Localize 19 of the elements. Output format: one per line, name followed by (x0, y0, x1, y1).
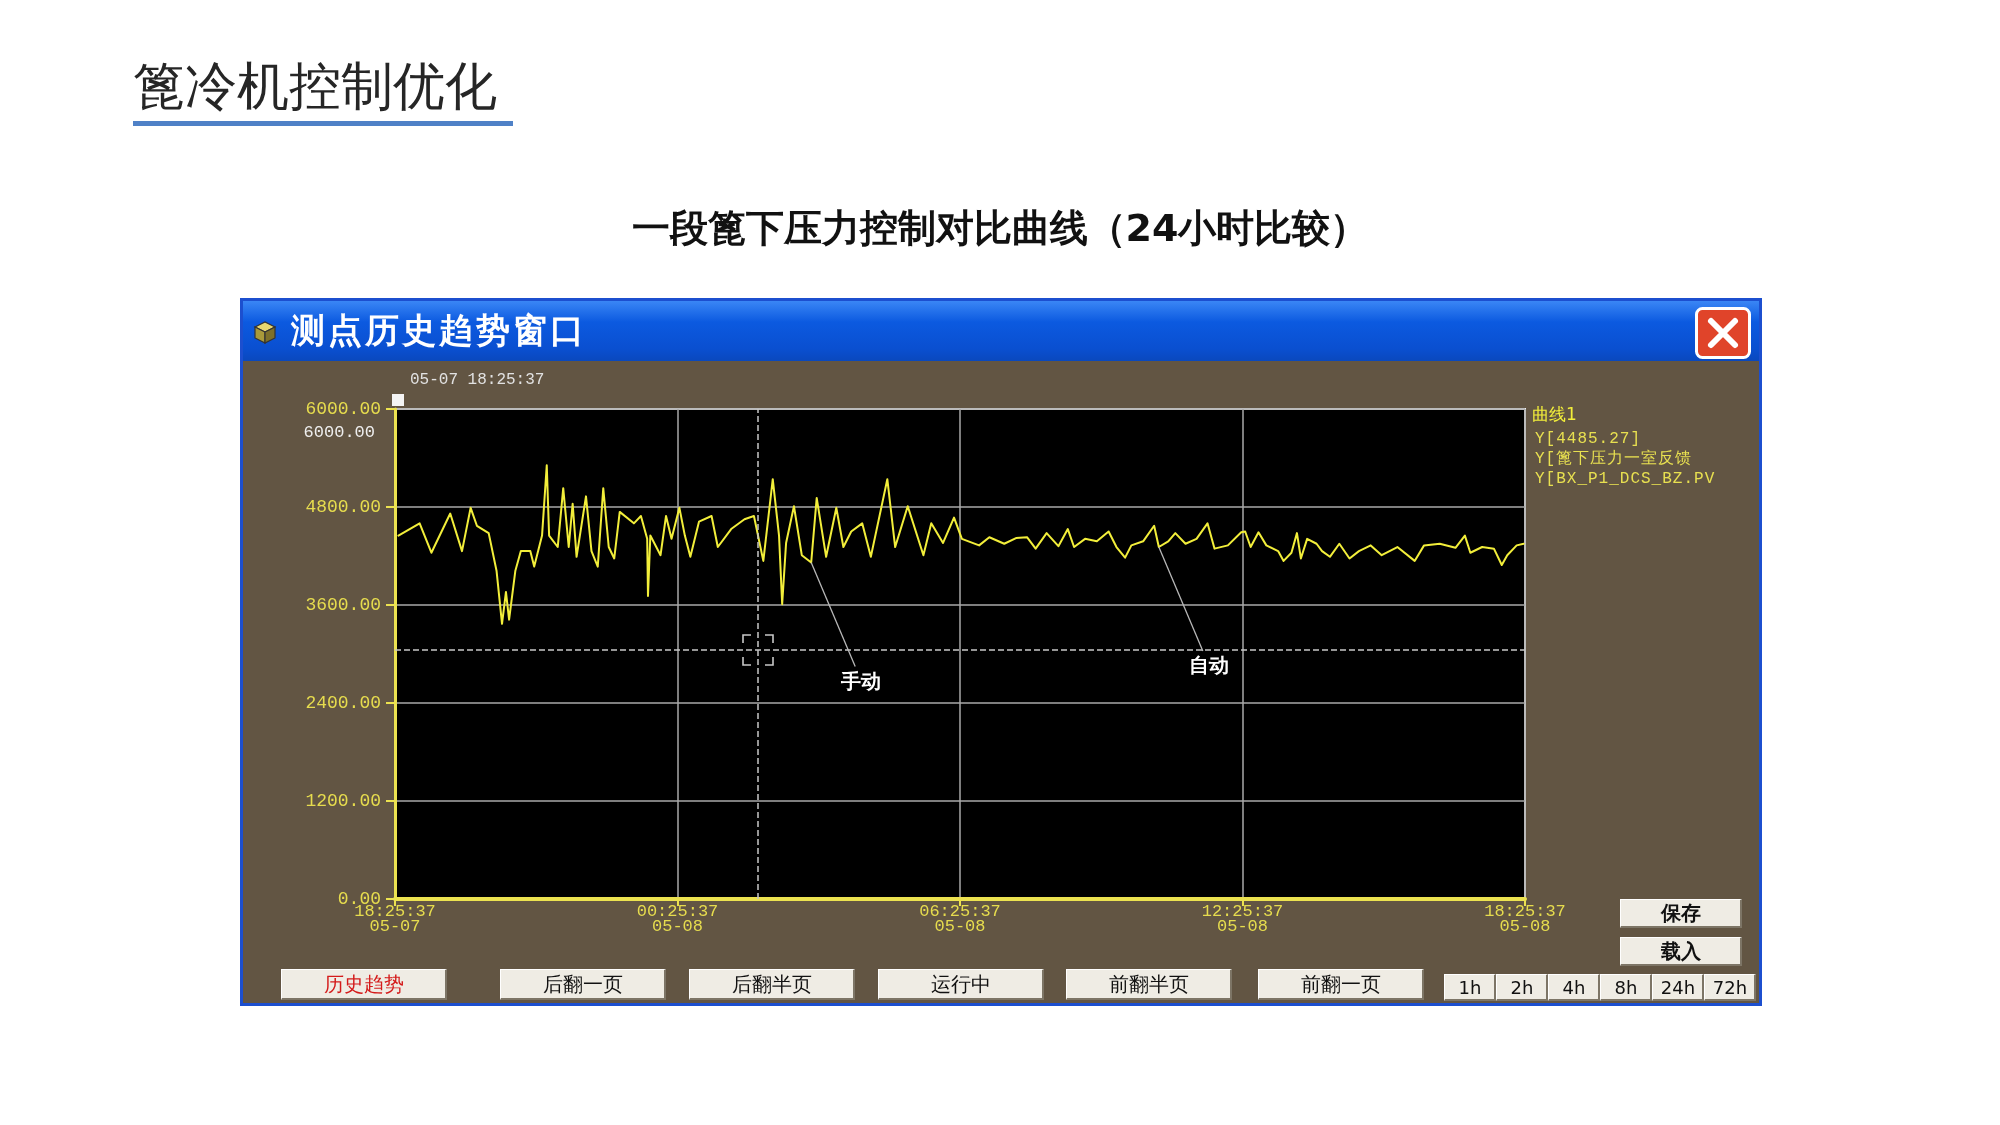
annotation: 手动 (840, 668, 882, 693)
text: 05-07 18:25:37 (410, 370, 545, 390)
y-tick-label: 2400.00 (305, 693, 381, 713)
text: 测点历史趋势窗口 (291, 309, 587, 352)
text: Y[4485.27] (1535, 429, 1641, 449)
text: Y[篦下压力一室反馈 (1535, 449, 1693, 469)
y-tick-label: 4800.00 (305, 497, 381, 517)
x-tick-label: 06:25:37 05-08 (919, 902, 1001, 936)
annotation: 自动 (1188, 653, 1229, 678)
x-tick-label: 18:25:37 05-08 (1484, 902, 1566, 936)
x-tick-label: 00:25:37 05-08 (636, 902, 719, 936)
y-tick-label: 6000.00 (305, 399, 381, 419)
chart-title: 篦冷机控制优化 (133, 55, 497, 118)
x-tick-label: 12:25:37 05-08 (1201, 902, 1284, 936)
chart-subtitle: 一段篦下压力控制对比曲线（24小时比较） (630, 205, 1370, 252)
y-tick-label: 3600.00 (305, 595, 381, 615)
text: 曲线1 (1532, 403, 1577, 424)
text: Y[BX_P1_DCS_BZ.PV (1535, 469, 1716, 489)
y-tick-label: 1200.00 (305, 791, 381, 811)
